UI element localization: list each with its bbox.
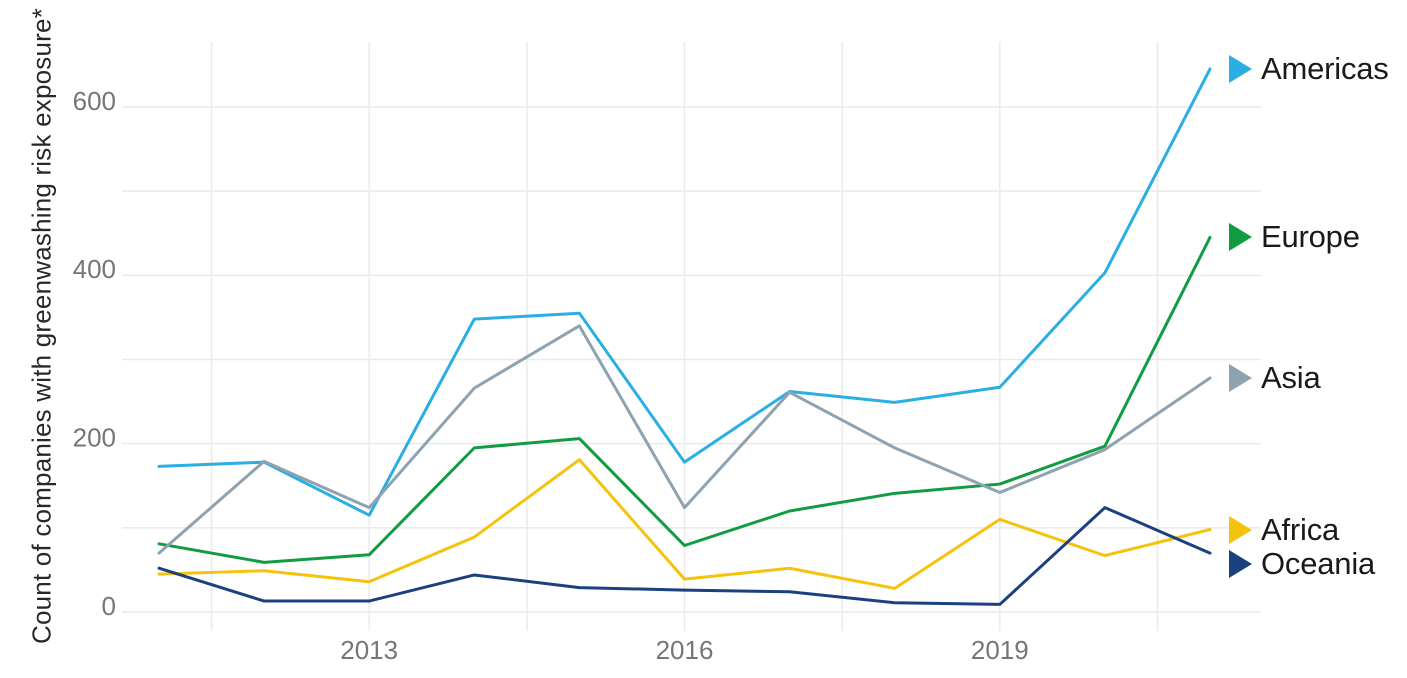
series-line-africa <box>157 458 1212 590</box>
x-tick-label: 2016 <box>656 635 714 665</box>
y-tick-label: 200 <box>73 423 116 453</box>
x-tick-label: 2019 <box>971 635 1029 665</box>
y-tick-label: 400 <box>73 254 116 284</box>
y-tick-label: 0 <box>102 591 116 621</box>
y-axis-title: Count of companies with greenwashing ris… <box>26 8 57 644</box>
series-line-europe <box>157 235 1212 564</box>
series-line-oceania <box>157 506 1212 606</box>
series-line-americas <box>157 67 1212 517</box>
y-tick-label: 600 <box>73 86 116 116</box>
x-tick-label: 2013 <box>340 635 398 665</box>
series-line-asia <box>157 324 1212 555</box>
